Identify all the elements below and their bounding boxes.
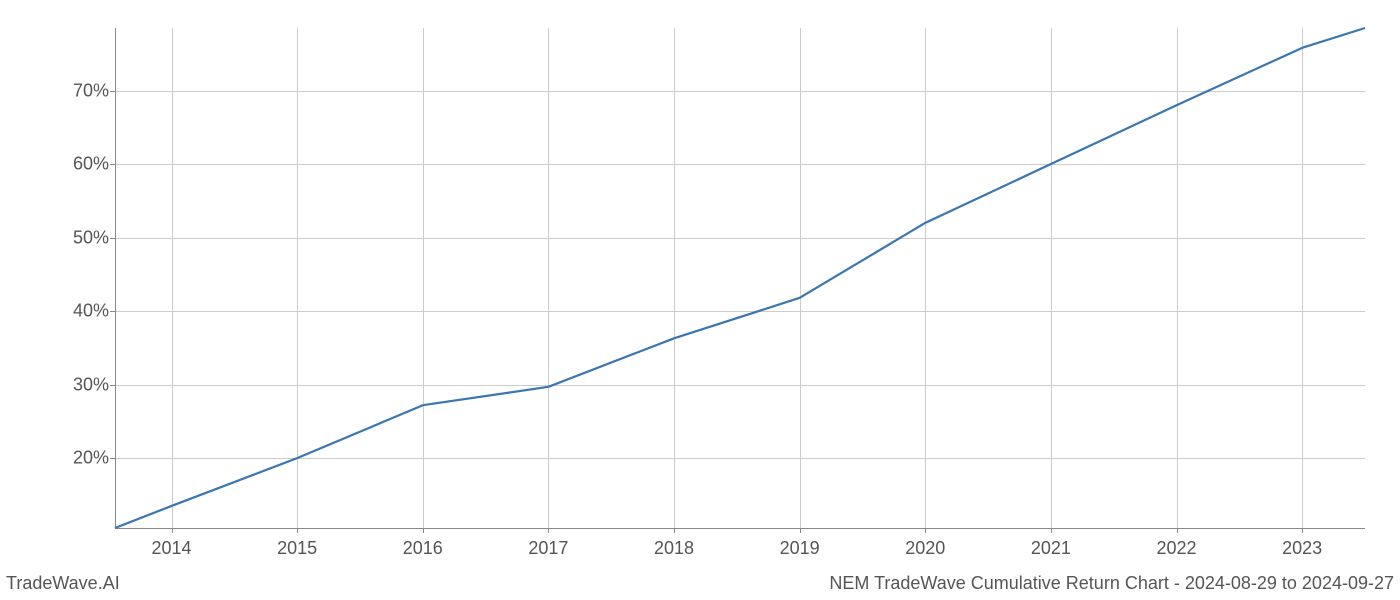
line-series — [0, 0, 1400, 600]
chart-container: TradeWave.AI NEM TradeWave Cumulative Re… — [0, 0, 1400, 600]
